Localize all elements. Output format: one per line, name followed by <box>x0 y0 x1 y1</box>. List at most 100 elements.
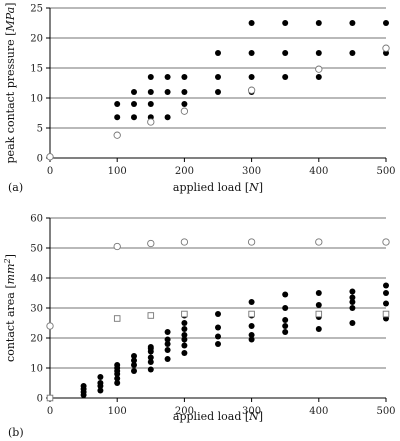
y-axis-label-suffix: ] <box>4 3 17 7</box>
data-point-filled-circle <box>114 101 121 107</box>
data-point-filled-circle <box>164 336 171 343</box>
data-point-filled-circle <box>164 114 171 121</box>
data-point-filled-circle <box>181 89 188 95</box>
data-point-open-circle <box>247 86 256 94</box>
data-point-filled-circle <box>248 336 255 343</box>
data-point-filled-circle <box>282 74 289 80</box>
data-point-filled-circle <box>349 299 356 305</box>
x-axis-label-prefix: applied load [ <box>173 181 249 194</box>
data-point-filled-circle <box>248 74 255 80</box>
x-tick-label: 300 <box>242 166 261 177</box>
x-tick-label: 400 <box>309 166 328 177</box>
data-point-open-circle <box>147 118 155 126</box>
data-point-filled-circle <box>80 383 87 389</box>
data-point-filled-circle <box>97 380 104 386</box>
y-axis-label-prefix: contact area [ <box>4 284 17 362</box>
y-axis-label: contact area [mm2] <box>3 254 17 362</box>
data-point-filled-circle <box>181 332 188 338</box>
data-point-open-square <box>315 310 323 318</box>
data-point-open-circle <box>247 238 256 246</box>
data-point-open-square <box>147 312 155 319</box>
panel-label: (b) <box>8 426 24 439</box>
data-point-filled-circle <box>215 74 221 80</box>
x-axis-label: applied load [N] <box>173 410 263 423</box>
data-point-filled-circle <box>147 344 154 350</box>
data-point-open-circle <box>382 44 390 52</box>
data-point-filled-circle <box>215 89 221 95</box>
data-point-filled-circle <box>131 114 137 121</box>
data-point-filled-circle <box>282 291 289 298</box>
x-axis-label-suffix: ] <box>259 410 263 423</box>
data-point-filled-circle <box>282 50 289 56</box>
data-point-filled-circle <box>97 387 104 394</box>
y-tick-label: 40 <box>30 274 43 285</box>
data-point-filled-circle <box>164 74 171 80</box>
data-point-open-square <box>46 394 54 402</box>
x-axis-label-unit: N <box>248 410 259 423</box>
data-point-filled-circle <box>349 288 356 295</box>
data-point-filled-circle <box>181 326 188 332</box>
data-point-filled-circle <box>315 290 322 296</box>
y-tick-label: 20 <box>30 334 43 345</box>
data-point-filled-circle <box>114 362 121 368</box>
data-point-filled-circle <box>349 320 356 326</box>
data-point-open-circle <box>113 242 121 251</box>
data-point-filled-circle <box>315 20 322 26</box>
data-point-filled-circle <box>147 101 154 107</box>
x-tick-label: 100 <box>108 406 127 417</box>
data-point-filled-circle <box>248 299 255 305</box>
data-point-filled-circle <box>131 89 137 95</box>
data-point-filled-circle <box>215 341 221 347</box>
data-point-open-circle <box>46 322 54 330</box>
x-tick-label: 100 <box>108 166 127 177</box>
data-point-filled-circle <box>181 342 188 349</box>
data-point-filled-circle <box>114 375 121 382</box>
data-point-filled-circle <box>147 366 154 373</box>
data-point-filled-circle <box>164 356 171 362</box>
y-axis-label-prefix: peak contact pressure [ <box>4 32 17 164</box>
data-point-filled-circle <box>147 89 154 95</box>
x-tick-label: 200 <box>175 406 194 417</box>
data-point-open-circle <box>180 238 189 246</box>
data-point-filled-circle <box>181 336 188 343</box>
data-point-filled-circle <box>383 20 389 26</box>
panel-label: (a) <box>8 181 23 194</box>
data-point-filled-circle <box>383 300 389 307</box>
data-point-open-circle <box>113 131 121 139</box>
x-tick-label: 300 <box>242 406 261 417</box>
data-point-open-square <box>181 310 188 318</box>
data-point-filled-circle <box>147 354 154 361</box>
data-point-filled-circle <box>282 20 289 26</box>
data-point-filled-circle <box>282 329 289 335</box>
data-point-filled-circle <box>383 282 389 289</box>
data-point-open-circle <box>46 153 54 161</box>
data-point-filled-circle <box>248 332 255 338</box>
data-point-filled-circle <box>114 114 121 121</box>
data-point-open-circle <box>382 238 390 246</box>
data-point-filled-circle <box>315 50 322 56</box>
y-tick-label: 5 <box>37 124 43 135</box>
x-axis-label-unit: N <box>248 181 259 194</box>
data-point-open-square <box>248 310 255 318</box>
data-point-filled-circle <box>282 317 289 323</box>
x-axis-label: applied load [N] <box>173 181 263 194</box>
data-point-open-circle <box>315 65 323 73</box>
data-point-filled-circle <box>131 353 137 359</box>
data-point-filled-circle <box>215 333 221 340</box>
data-point-open-square <box>382 310 390 318</box>
data-point-filled-circle <box>215 50 221 56</box>
data-point-filled-circle <box>315 302 322 308</box>
x-axis-label-prefix: applied load [ <box>173 410 249 423</box>
data-point-filled-circle <box>164 329 171 335</box>
chart-panel-a: 0 5 10 15 20 25 0 100 200 300 400 500 applied load [… <box>4 3 396 194</box>
data-point-filled-circle <box>282 305 289 311</box>
data-point-open-circle <box>315 238 323 246</box>
data-point-filled-circle <box>164 347 171 353</box>
data-point-open-circle <box>180 107 189 115</box>
data-point-filled-circle <box>349 305 356 311</box>
y-tick-label: 60 <box>30 214 43 225</box>
x-tick-label: 0 <box>47 406 53 417</box>
y-axis-label-suffix: ] <box>4 254 17 258</box>
data-point-filled-circle <box>97 374 104 380</box>
